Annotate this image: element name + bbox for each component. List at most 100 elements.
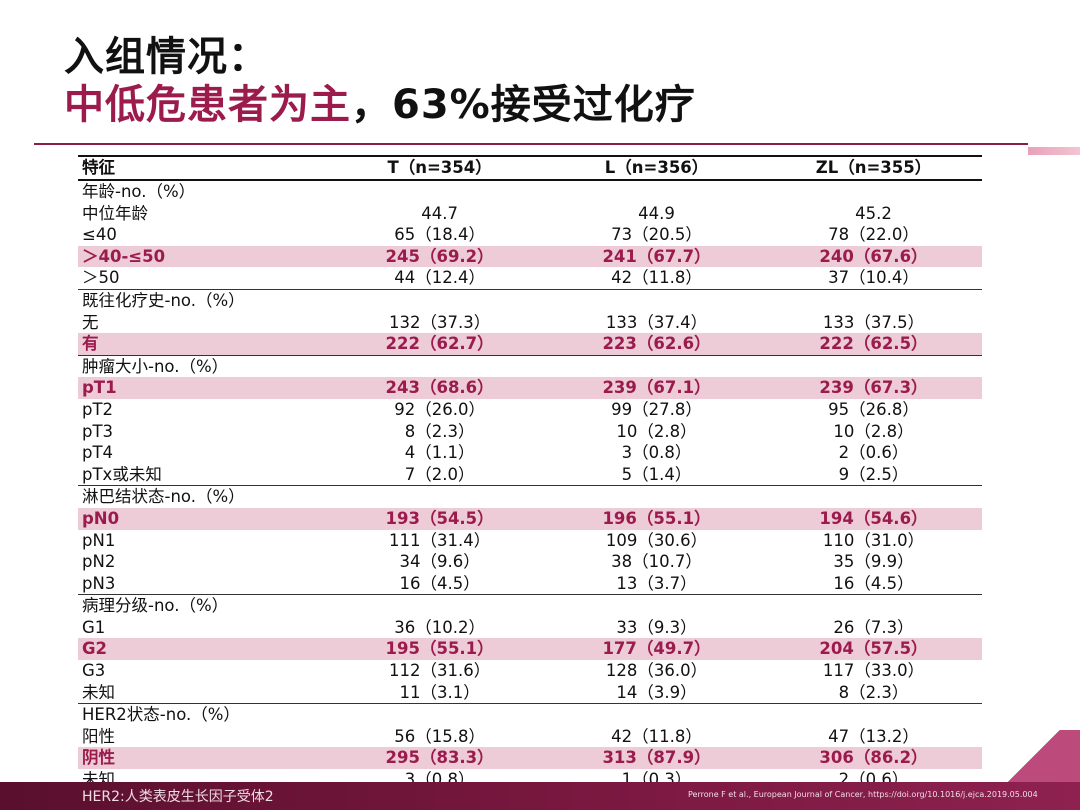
row-value: 56（15.8） — [394, 726, 485, 746]
row-value: 204（57.5） — [764, 638, 982, 661]
row-value: 195（55.1） — [331, 638, 549, 661]
table-row: ＞40-≤50 245（69.2） 241（67.7） 240（67.6） — [78, 245, 982, 268]
table-row: pN2 34（9.6） 38（10.7） 35（9.9） — [78, 551, 982, 573]
row-value: 45.2 — [855, 203, 892, 223]
row-value: 4（1.1） — [404, 443, 475, 463]
row-value: 8（2.3） — [404, 421, 475, 441]
row-value — [331, 486, 548, 508]
row-value: 11（3.1） — [399, 682, 480, 702]
row-value: 10（2.8） — [616, 421, 697, 441]
row-value — [548, 486, 765, 508]
row-label: ＞50 — [82, 268, 120, 288]
row-value: 295（83.3） — [331, 747, 549, 770]
row-value: 44.7 — [421, 203, 458, 223]
slide-title: 入组情况： 中低危患者为主，63%接受过化疗 — [64, 34, 696, 130]
row-value: 47（13.2） — [828, 726, 919, 746]
section-row: 年龄-no.（%） — [78, 180, 982, 203]
table-row: pT4 4（1.1） 3（0.8） 2（0.6） — [78, 442, 982, 464]
row-label: 无 — [82, 312, 99, 332]
footnote-citation: Perrone F et al., European Journal of Ca… — [688, 790, 1038, 799]
table-row: pN0 193（54.5） 196（55.1） 194（54.6） — [78, 507, 982, 530]
table-row: 阴性 295（83.3） 313（87.9） 306（86.2） — [78, 747, 982, 770]
footer-band — [0, 782, 1080, 810]
row-value: 117（33.0） — [822, 661, 925, 681]
table-row: ＞50 44（12.4） 42（11.8） 37（10.4） — [78, 267, 982, 290]
row-label: 肿瘤大小-no.（%） — [82, 356, 229, 376]
row-value: 2（0.6） — [838, 443, 909, 463]
row-value: 5（1.4） — [621, 464, 692, 484]
row-value: 92（26.0） — [394, 399, 485, 419]
row-value: 109（30.6） — [605, 530, 708, 550]
row-label: pT4 — [82, 443, 114, 463]
footnote-abbreviation: HER2:人类表皮生长因子受体2 — [82, 789, 274, 805]
row-label: pN2 — [82, 552, 116, 572]
title-rest: ，63%接受过化疗 — [351, 82, 696, 128]
row-value: 44.9 — [638, 203, 675, 223]
row-value: 8（2.3） — [838, 682, 909, 702]
row-value: 13（3.7） — [616, 573, 697, 593]
row-label: pN3 — [82, 573, 116, 593]
title-divider-accent — [1028, 147, 1080, 155]
header-feature: 特征 — [82, 158, 115, 178]
row-label: G3 — [82, 661, 106, 681]
row-value — [331, 289, 548, 311]
section-row: 肿瘤大小-no.（%） — [78, 355, 982, 377]
row-value — [331, 704, 548, 726]
row-value: 128（36.0） — [605, 661, 708, 681]
row-value: 133（37.5） — [822, 312, 925, 332]
table-row: G2 195（55.1） 177（49.7） 204（57.5） — [78, 638, 982, 661]
table-body: 年龄-no.（%） 中位年龄 44.7 44.9 45.2 ≤40 65（18.4） 73（2… — [78, 180, 982, 793]
row-value: 95（26.8） — [828, 399, 919, 419]
row-value: 222（62.7） — [331, 333, 549, 356]
row-value: 132（37.3） — [388, 312, 491, 332]
table-row: 未知 11（3.1） 14（3.9） 8（2.3） — [78, 682, 982, 704]
row-label: HER2状态-no.（%） — [82, 705, 240, 725]
row-label: 淋巴结状态-no.（%） — [82, 487, 245, 507]
row-value: 78（22.0） — [828, 225, 919, 245]
row-value: 133（37.4） — [605, 312, 708, 332]
row-label: 未知 — [82, 682, 115, 702]
table-row: 阳性 56（15.8） 42（11.8） 47（13.2） — [78, 726, 982, 748]
table-row: 中位年龄 44.7 44.9 45.2 — [78, 203, 982, 225]
row-value — [331, 595, 548, 617]
row-label: pN1 — [82, 530, 116, 550]
row-label: 病理分级-no.（%） — [82, 596, 229, 616]
row-label: pT1 — [78, 377, 332, 399]
table-row: 有 222（62.7） 223（62.6） 222（62.5） — [78, 333, 982, 356]
table-row: 无 132（37.3） 133（37.4） 133（37.5） — [78, 312, 982, 334]
table-row: G1 36（10.2） 33（9.3） 26（7.3） — [78, 617, 982, 639]
row-value — [765, 289, 982, 311]
row-value: 14（3.9） — [616, 682, 697, 702]
row-value: 177（49.7） — [548, 638, 765, 661]
table-header-row: 特征 T（n=354） L（n=356） ZL（n=355） — [78, 156, 982, 180]
title-line-1: 入组情况： — [64, 34, 269, 80]
row-label: ≤40 — [82, 225, 117, 245]
row-value: 110（31.0） — [822, 530, 925, 550]
table-row: pN3 16（4.5） 13（3.7） 16（4.5） — [78, 573, 982, 595]
row-value: 240（67.6） — [764, 245, 982, 268]
row-value: 44（12.4） — [394, 268, 485, 288]
header-T: T（n=354） — [387, 158, 492, 178]
row-label: 年龄-no.（%） — [82, 182, 196, 201]
table-row: pN1 111（31.4） 109（30.6） 110（31.0） — [78, 530, 982, 552]
row-value: 42（11.8） — [611, 726, 702, 746]
row-value: 16（4.5） — [833, 573, 914, 593]
row-value: 239（67.3） — [764, 377, 982, 399]
row-value — [548, 355, 765, 377]
table-row: pT2 92（26.0） 99（27.8） 95（26.8） — [78, 399, 982, 421]
row-value: 222（62.5） — [764, 333, 982, 356]
row-label: pT2 — [82, 399, 114, 419]
row-value: 306（86.2） — [764, 747, 982, 770]
row-value: 9（2.5） — [838, 464, 909, 484]
row-value: 65（18.4） — [394, 225, 485, 245]
row-value: 111（31.4） — [388, 530, 491, 550]
row-value — [548, 180, 765, 203]
row-value: 223（62.6） — [548, 333, 765, 356]
row-value — [765, 486, 982, 508]
row-value: 243（68.6） — [331, 377, 549, 399]
row-label: ＞40-≤50 — [78, 245, 332, 268]
row-value — [765, 355, 982, 377]
row-value: 73（20.5） — [611, 225, 702, 245]
row-value: 241（67.7） — [548, 245, 765, 268]
row-value: 37（10.4） — [828, 268, 919, 288]
